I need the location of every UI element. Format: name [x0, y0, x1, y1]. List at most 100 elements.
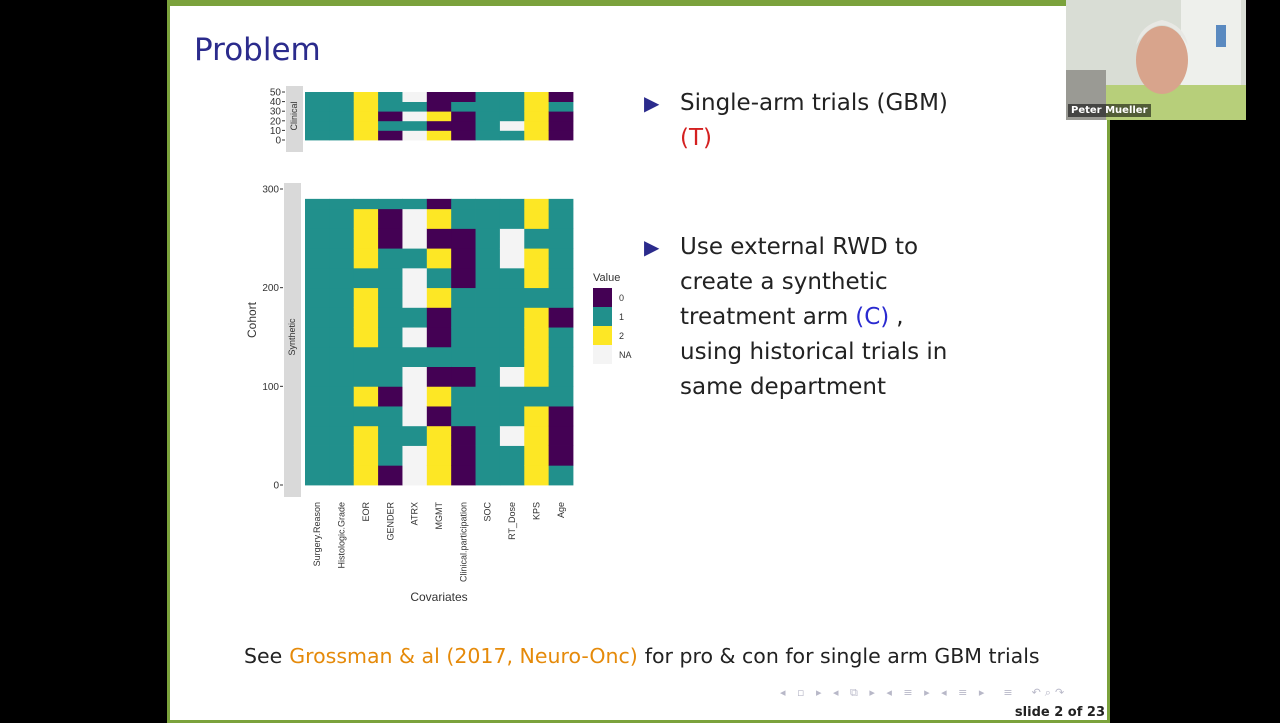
heatmap-cell [499, 366, 525, 387]
heatmap-cell [402, 386, 428, 407]
heatmap-cell [353, 307, 379, 328]
heatmap-cell [524, 366, 550, 387]
heatmap-cell [548, 120, 574, 131]
y-tick-label: 0 [273, 481, 279, 492]
heatmap-cell [426, 208, 452, 229]
heatmap-cell [451, 425, 476, 446]
heatmap-cell [402, 327, 428, 348]
heatmap-cell [451, 465, 476, 486]
heatmap-cell [499, 111, 525, 122]
webcam-scene [1066, 0, 1246, 120]
slide-title: Problem [194, 32, 321, 68]
heatmap-cell [329, 425, 355, 446]
heatmap-cell [402, 366, 428, 387]
heatmap-cell [402, 445, 428, 466]
heatmap-cell [426, 386, 452, 407]
heatmap-cell [524, 130, 550, 141]
heatmap-cell [378, 386, 403, 407]
heatmap-cell [548, 366, 574, 387]
heatmap-cell [378, 445, 403, 466]
heatmap-cell [329, 327, 355, 348]
heatmap-cell [548, 248, 574, 269]
heatmap-cell [475, 267, 501, 289]
heatmap-cell [524, 287, 550, 308]
heatmap-cell [329, 307, 355, 328]
heatmap-cell [378, 327, 403, 348]
x-tick-label: EOR [361, 502, 371, 522]
heatmap-cell [524, 307, 550, 328]
navigation-icons[interactable]: ◂ ▫ ▸ ◂ ⧉ ▸ ◂ ≡ ▸ ◂ ≡ ▸ ≡ ↶⌕↷ [780, 686, 1069, 699]
heatmap-cell [499, 327, 525, 348]
heatmap-cell [451, 111, 476, 122]
heatmap-cell [378, 287, 403, 308]
webcam-video: Peter Mueller [1066, 0, 1246, 120]
heatmap-cell [451, 208, 476, 229]
heatmap-cell [329, 101, 355, 112]
heatmap-cell [402, 425, 428, 446]
heatmap-cell [548, 101, 574, 112]
heatmap-cell [499, 267, 525, 289]
heatmap-cell [548, 267, 574, 289]
heatmap-cell [329, 111, 355, 122]
heatmap-cell [353, 120, 379, 131]
bullet-line: create a synthetic [680, 265, 947, 300]
heatmap-cell [353, 92, 379, 102]
heatmap-cell [475, 445, 501, 466]
strip [284, 183, 301, 497]
heatmap-cell [499, 198, 525, 210]
y-axis-title: Cohort [245, 301, 259, 338]
heatmap-cell [402, 465, 428, 486]
heatmap-cell [305, 111, 330, 122]
heatmap-cell [451, 198, 476, 210]
heatmap-cell [475, 111, 501, 122]
y-tick-label: 200 [262, 283, 279, 294]
heatmap-cell [451, 287, 476, 308]
heatmap-cell [329, 386, 355, 407]
x-tick-label: Histologic.Grade [337, 502, 347, 569]
bullet-line: Use external RWD to [680, 230, 947, 265]
heatmap-cell [475, 208, 501, 229]
heatmap-cell [499, 465, 525, 486]
heatmap-cell [499, 425, 525, 446]
heatmap-cell [548, 287, 574, 308]
heatmap-cell [499, 228, 525, 249]
x-tick-label: Surgery.Reason [312, 502, 322, 566]
heatmap-cell [548, 307, 574, 328]
heatmap-cell [499, 346, 525, 367]
x-tick-label: ATRX [410, 502, 420, 525]
heatmap-cell [426, 366, 452, 387]
page-number: slide 2 of 23 [1014, 705, 1105, 720]
heatmap-cell [499, 248, 525, 269]
heatmap-cell [402, 248, 428, 269]
heatmap-cell [305, 366, 330, 387]
heatmap-cell [548, 111, 574, 122]
heatmap-cell [378, 248, 403, 269]
heatmap-cell [451, 406, 476, 427]
heatmap-cell [451, 228, 476, 249]
heatmap-cell [499, 208, 525, 229]
heatmap-cell [426, 228, 452, 249]
y-tick-label: 50 [270, 88, 282, 99]
heatmap-cell [329, 198, 355, 210]
slide: Problem Clinical 0 10 20 30 40 50 Synthetic 0 100… [167, 0, 1110, 723]
heatmap-cell [524, 346, 550, 367]
heatmap-cell [475, 120, 501, 131]
strip-label: Synthetic [287, 318, 297, 356]
heatmap-cell [451, 327, 476, 348]
citation[interactable]: Grossman & al (2017, Neuro-Onc) [289, 644, 638, 668]
heatmap-cell [353, 111, 379, 122]
bullet: ▶ Use external RWD to create a synthetic tr… [644, 230, 947, 405]
heatmap-cell [329, 228, 355, 249]
heatmap-cell [329, 465, 355, 486]
heatmap-cell [548, 327, 574, 348]
heatmap-cell [402, 267, 428, 289]
heatmap-cell [402, 92, 428, 102]
heatmap-cell [426, 346, 452, 367]
heatmap-cell [353, 198, 379, 210]
heatmap-cell [426, 307, 452, 328]
heatmap-cell [402, 120, 428, 131]
heatmap-cell [548, 198, 574, 210]
heatmap-cell [378, 465, 403, 486]
heatmap-cell [475, 425, 501, 446]
heatmap-cell [475, 386, 501, 407]
